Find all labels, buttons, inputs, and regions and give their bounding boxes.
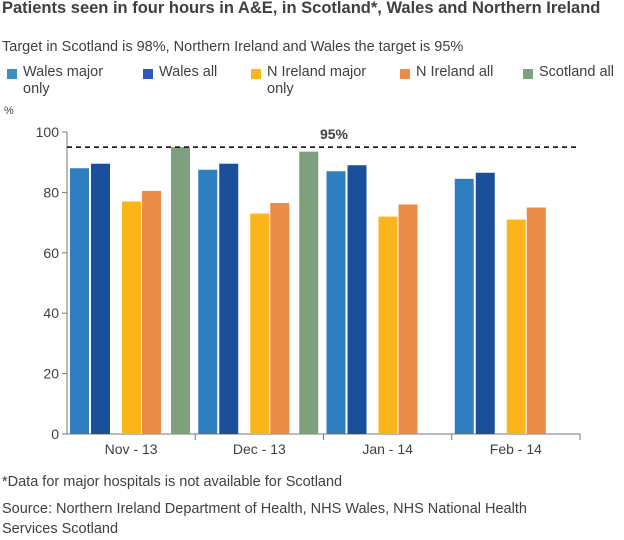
y-tick-label: 80 (43, 184, 59, 200)
bar (70, 168, 89, 434)
bar-chart: % 0 20 40 60 80 100 Nov - 13 Dec - 13 Jan - 14 Feb… (4, 105, 581, 457)
legend-swatch (143, 69, 153, 79)
target-label: 95% (320, 126, 349, 142)
bar (378, 216, 398, 434)
bar (91, 163, 110, 434)
legend-label: N Ireland major (267, 64, 367, 80)
bar (299, 151, 319, 434)
bar (122, 201, 141, 434)
chart-title: Patients seen in four hours in A&E, in S… (2, 0, 601, 17)
legend-swatch (251, 69, 261, 79)
bar (171, 147, 190, 434)
legend-label: Wales all (159, 64, 218, 80)
bar (526, 207, 546, 434)
legend: Wales major only Wales all N Ireland maj… (0, 64, 624, 100)
chart-subtitle: Target in Scotland is 98%, Northern Irel… (2, 39, 464, 55)
y-tick-label: 20 (43, 366, 59, 382)
bar (142, 190, 161, 434)
legend-label-line2: only (267, 81, 294, 97)
legend-label: N Ireland all (416, 64, 494, 80)
legend-label-line2: only (23, 81, 50, 97)
y-tick-label: 40 (43, 305, 59, 321)
legend-label: Wales major (23, 64, 104, 80)
bar (398, 204, 418, 434)
bar (198, 169, 218, 434)
bar (454, 178, 474, 434)
legend-swatch (523, 69, 533, 79)
legend-swatch (400, 69, 410, 79)
x-tick-label: Feb - 14 (490, 441, 542, 457)
x-tick-label: Jan - 14 (362, 441, 413, 457)
legend-swatch (7, 69, 17, 79)
bar (506, 219, 526, 434)
bar (219, 163, 239, 434)
footnote: *Data for major hospitals is not availab… (2, 474, 343, 490)
y-axis-label: % (4, 105, 14, 117)
bar (475, 172, 495, 434)
bar (250, 213, 270, 434)
legend-label: Scotland all (539, 64, 614, 80)
x-tick-label: Nov - 13 (105, 441, 158, 457)
source-note: Source: Northern Ireland Department of H… (2, 501, 527, 537)
y-tick-label: 100 (36, 124, 60, 140)
y-tick-label: 60 (43, 245, 59, 261)
bar (270, 202, 290, 434)
y-tick-label: 0 (51, 426, 59, 442)
bar (326, 171, 346, 434)
bar (347, 165, 367, 434)
x-tick-label: Dec - 13 (233, 441, 286, 457)
